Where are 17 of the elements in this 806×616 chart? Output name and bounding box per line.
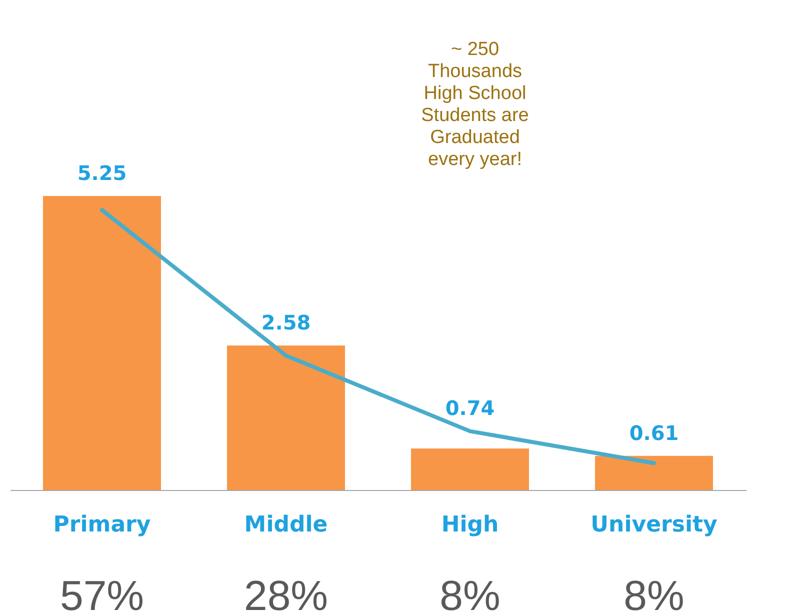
data-label: 0.74	[445, 396, 495, 420]
text: 57%	[60, 572, 144, 616]
text: 8%	[440, 572, 500, 616]
text: ~ 250 Thousands High School Students are Graduated every year!	[421, 39, 529, 170]
x-tick-label: High	[441, 512, 499, 538]
bar	[595, 456, 713, 490]
bar	[227, 346, 345, 490]
data-label: 0.61	[629, 420, 679, 445]
data-label: 5.25	[77, 161, 127, 185]
text: 8%	[624, 572, 684, 616]
x-tick-label: Middle	[244, 512, 328, 538]
bar	[43, 196, 161, 490]
text: 28%	[244, 572, 328, 616]
x-tick-label: University	[590, 512, 718, 538]
bar	[411, 448, 529, 490]
data-label: 2.58	[261, 310, 311, 335]
x-tick-label: Primary	[53, 512, 151, 538]
